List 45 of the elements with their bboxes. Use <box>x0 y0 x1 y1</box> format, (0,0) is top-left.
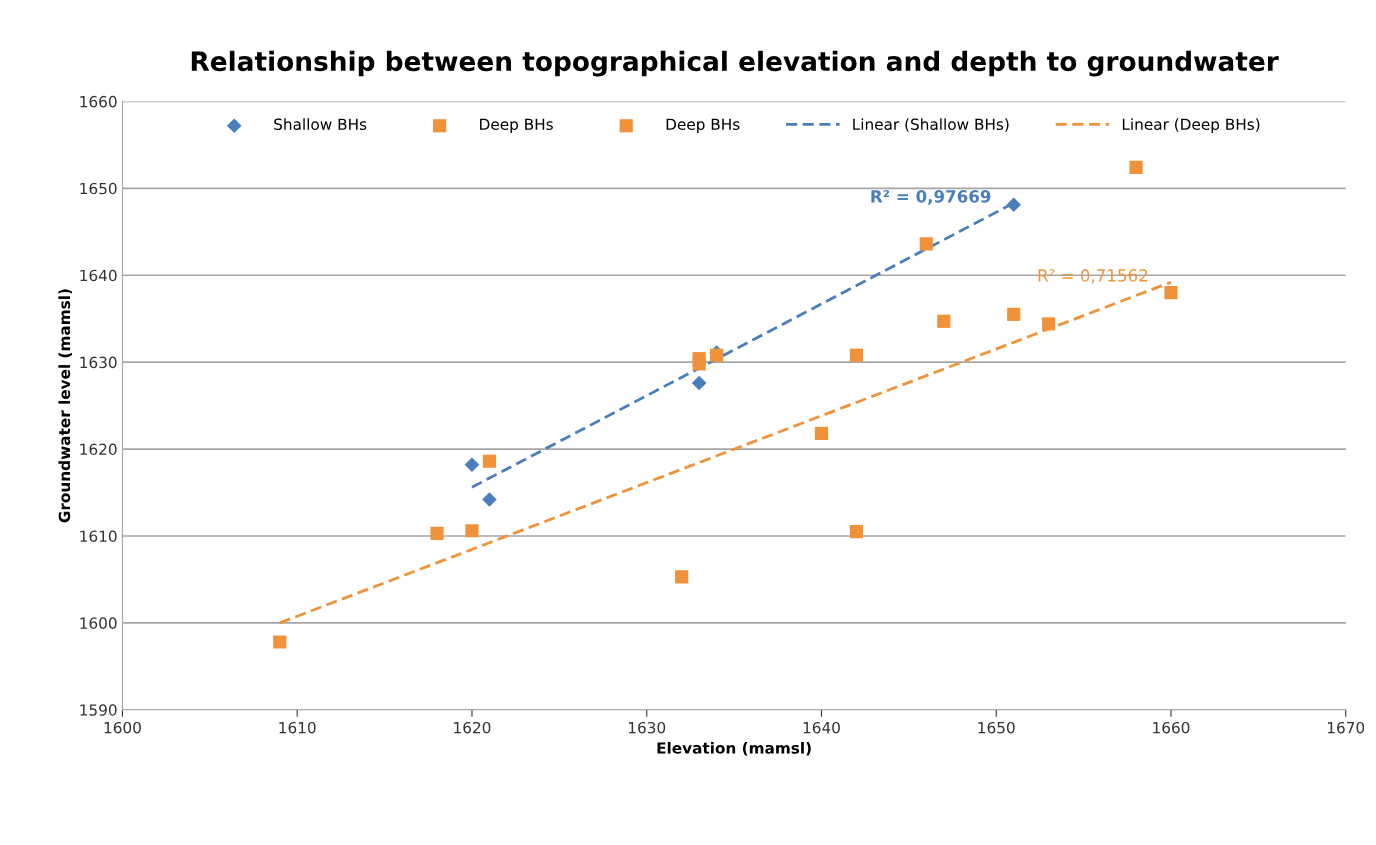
legend-label: Shallow BHs <box>274 118 367 131</box>
point <box>482 454 497 468</box>
x-tick-label: 1630 <box>628 721 666 734</box>
y-tick-label: 1610 <box>80 530 117 542</box>
point <box>814 426 829 440</box>
x-tick-label: 1660 <box>1153 721 1190 734</box>
point <box>1006 197 1021 213</box>
y-tick-label: 1640 <box>80 269 117 282</box>
x-tick-label: 1610 <box>279 721 316 734</box>
point <box>1164 286 1178 300</box>
legend-label: Linear (Shallow BHs) <box>853 118 1009 132</box>
x-tick-label: 1670 <box>1327 721 1365 734</box>
point <box>937 314 951 328</box>
point <box>482 492 497 507</box>
point <box>1129 160 1143 175</box>
point <box>1042 317 1056 331</box>
y-tick-label: 1660 <box>80 95 117 108</box>
legend-label: Deep BHs <box>666 118 740 133</box>
legend-label: Linear (Deep BHs) <box>1122 118 1260 133</box>
y-tick-label: 1620 <box>80 443 117 456</box>
annotation: R² = 0,97669 <box>871 190 991 205</box>
point <box>1007 307 1021 321</box>
y-tick-label: 1590 <box>80 704 117 716</box>
y-tick-label: 1650 <box>80 182 117 195</box>
point <box>273 635 287 649</box>
point <box>691 375 707 391</box>
point <box>465 524 479 538</box>
point <box>464 457 480 472</box>
x-axis-title: Elevation (mamsl) <box>657 741 811 756</box>
x-tick-label: 1620 <box>454 721 491 734</box>
point <box>919 237 933 251</box>
point <box>692 357 706 371</box>
point <box>849 525 864 539</box>
point <box>675 570 689 584</box>
y-tick-label: 1600 <box>80 617 117 629</box>
y-axis-title: Groundwater level (mamsl) <box>58 289 72 523</box>
legend-label: Deep BHs <box>480 118 553 133</box>
x-tick-label: 1640 <box>803 721 840 734</box>
point <box>849 348 864 362</box>
x-tick-label: 1600 <box>104 721 141 734</box>
x-tick-label: 1650 <box>978 721 1015 734</box>
point <box>430 526 444 540</box>
annotation: R² = 0,71562 <box>1038 269 1148 284</box>
y-tick-label: 1630 <box>80 356 117 369</box>
chart-title: Relationship between topographical elevation and depth to groundwater <box>191 50 1279 77</box>
